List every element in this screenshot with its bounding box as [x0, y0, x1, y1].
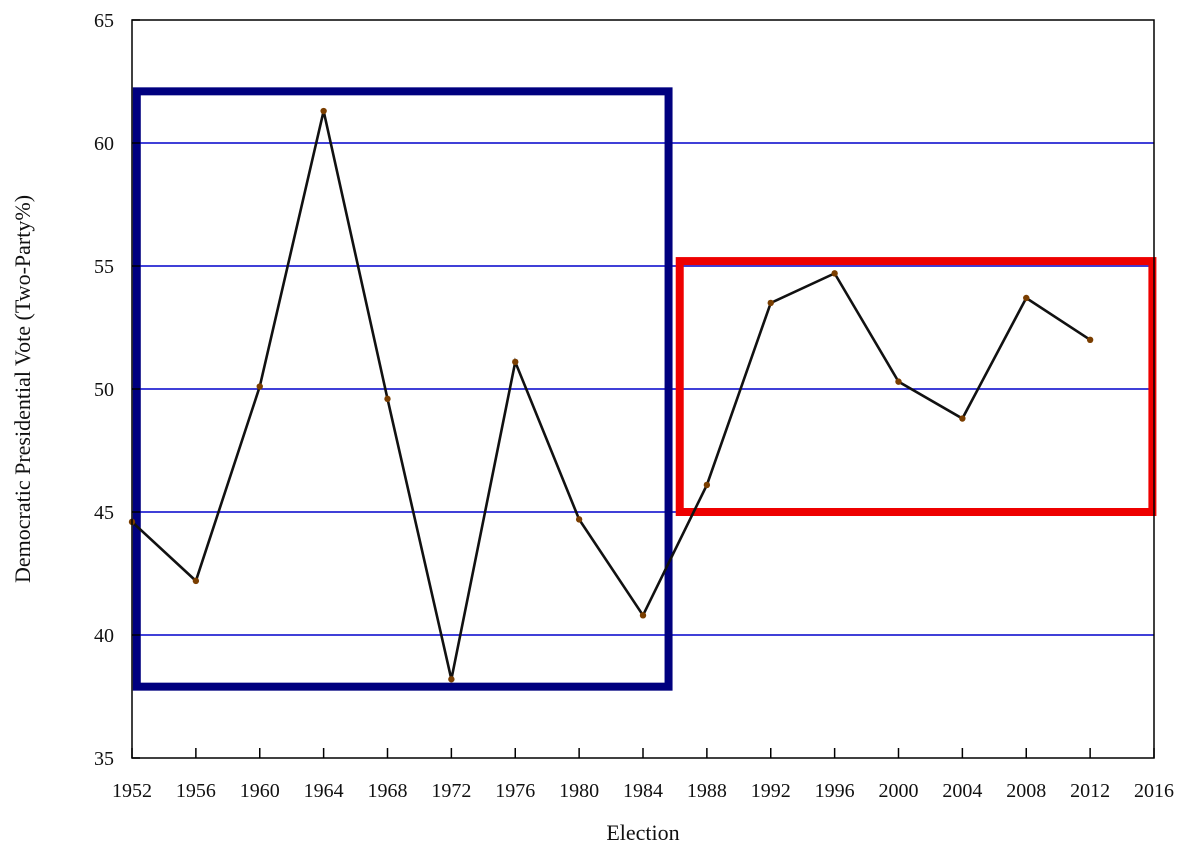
x-tick-label-1988: 1988 — [687, 780, 727, 802]
x-tick-label-2012: 2012 — [1070, 780, 1110, 802]
data-point-1988 — [703, 481, 711, 489]
data-point-2004 — [959, 415, 966, 422]
y-tick-label-60: 60 — [94, 133, 114, 155]
x-tick-label-1956: 1956 — [176, 780, 216, 802]
y-tick-label-50: 50 — [94, 379, 114, 401]
data-point-1956 — [192, 577, 200, 585]
x-tick-label-2016: 2016 — [1134, 780, 1174, 802]
data-point-1964 — [320, 107, 327, 115]
x-tick-label-1968: 1968 — [368, 780, 408, 802]
y-axis-ticks: 35 40 45 50 55 60 65 — [94, 10, 140, 770]
y-tick-label-45: 45 — [94, 502, 114, 524]
y-axis-title: Democratic Presidential Vote (Two-Party%… — [10, 195, 35, 583]
x-tick-label-1952: 1952 — [112, 780, 152, 802]
y-tick-label-35: 35 — [94, 748, 114, 770]
gridlines — [132, 142, 1154, 636]
data-point-1992 — [767, 299, 774, 307]
x-tick-label-1976: 1976 — [495, 780, 535, 802]
highlight-box-2 — [675, 257, 1157, 516]
x-tick-label-2004: 2004 — [942, 780, 982, 802]
x-tick-label-1964: 1964 — [304, 780, 344, 802]
x-tick-label-1984: 1984 — [623, 780, 663, 802]
x-tick-label-1980: 1980 — [559, 780, 599, 802]
x-axis-title: Election — [606, 820, 679, 845]
x-tick-label-2008: 2008 — [1006, 780, 1046, 802]
x-tick-label-1996: 1996 — [815, 780, 855, 802]
data-point-2000 — [895, 378, 902, 385]
data-point-1972 — [448, 676, 455, 683]
series-points — [128, 107, 1094, 683]
x-axis-ticks: 1952 1956 1960 1964 1968 1972 1976 1980 1984 1988… — [112, 748, 1174, 802]
data-point-2012 — [1086, 336, 1094, 343]
data-point-1980 — [575, 516, 583, 523]
x-tick-label-2000: 2000 — [879, 780, 919, 802]
data-point-1968 — [384, 395, 391, 403]
data-point-1996 — [831, 270, 838, 277]
y-tick-label-40: 40 — [94, 625, 114, 647]
y-tick-label-55: 55 — [94, 256, 114, 278]
x-tick-label-1992: 1992 — [751, 780, 791, 802]
x-tick-label-1960: 1960 — [240, 780, 280, 802]
series-line-group — [131, 110, 1091, 680]
y-tick-label-65: 65 — [94, 10, 114, 32]
series-line-1 — [131, 110, 1091, 680]
x-tick-label-1972: 1972 — [431, 780, 471, 802]
data-point-1976 — [512, 358, 519, 366]
data-point-1960 — [256, 383, 263, 390]
data-point-1984 — [639, 612, 647, 619]
data-point-2008 — [1023, 294, 1030, 302]
